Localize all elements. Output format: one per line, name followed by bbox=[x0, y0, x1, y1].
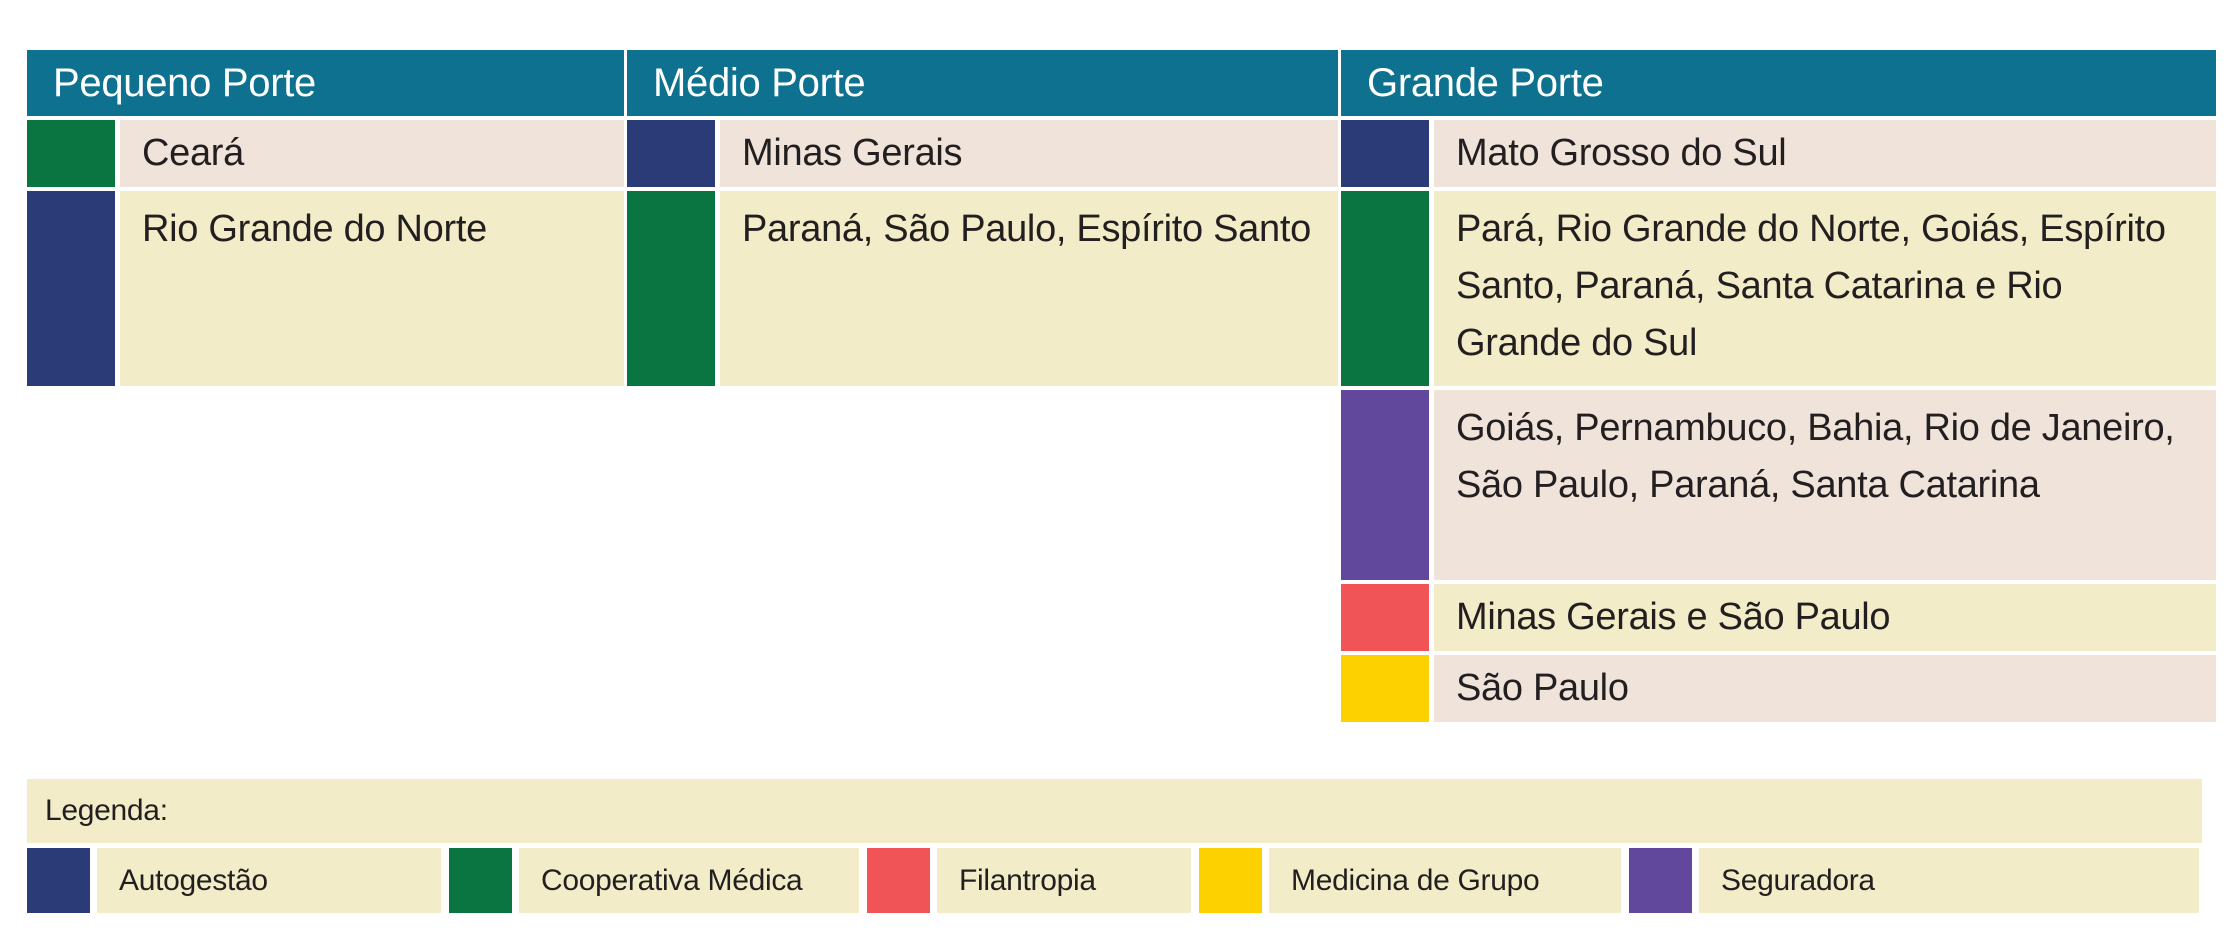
category-color-swatch bbox=[1341, 584, 1429, 651]
category-color-swatch bbox=[1341, 390, 1429, 580]
column-header-pequeno-porte: Pequeno Porte bbox=[27, 50, 624, 116]
legend-label: Medicina de Grupo bbox=[1269, 848, 1621, 913]
legend: Autogestão Cooperativa Médica Filantropi… bbox=[27, 848, 2202, 913]
category-color-swatch bbox=[1341, 120, 1429, 187]
states-cell: Pará, Rio Grande do Norte, Goiás, Espíri… bbox=[1434, 191, 2216, 386]
states-cell: Ceará bbox=[120, 120, 624, 187]
column-grande-porte: Grande Porte Mato Grosso do Sul Pará, Ri… bbox=[1341, 50, 2216, 722]
states-cell: Goiás, Pernambuco, Bahia, Rio de Janeiro… bbox=[1434, 390, 2216, 580]
table-row: Pará, Rio Grande do Norte, Goiás, Espíri… bbox=[1341, 191, 2216, 386]
states-cell: Minas Gerais e São Paulo bbox=[1434, 584, 2216, 651]
states-cell: Mato Grosso do Sul bbox=[1434, 120, 2216, 187]
legend-item: Seguradora bbox=[1629, 848, 2199, 913]
column-pequeno-porte: Pequeno Porte Ceará Rio Grande do Norte bbox=[27, 50, 624, 386]
column-header-medio-porte: Médio Porte bbox=[627, 50, 1338, 116]
category-color-swatch bbox=[1341, 655, 1429, 722]
category-color-swatch bbox=[27, 191, 115, 386]
table-row: Minas Gerais bbox=[627, 120, 1338, 187]
legend-color-swatch bbox=[867, 848, 930, 913]
legend-label: Filantropia bbox=[937, 848, 1191, 913]
legend-color-swatch bbox=[27, 848, 90, 913]
states-cell: São Paulo bbox=[1434, 655, 2216, 722]
legend-item: Filantropia bbox=[867, 848, 1199, 913]
table-row: Rio Grande do Norte bbox=[27, 191, 624, 386]
legend-item: Medicina de Grupo bbox=[1199, 848, 1629, 913]
legend-item: Autogestão bbox=[27, 848, 449, 913]
table-row: Ceará bbox=[27, 120, 624, 187]
legend-label: Autogestão bbox=[97, 848, 441, 913]
table-row: São Paulo bbox=[1341, 655, 2216, 722]
column-header-grande-porte: Grande Porte bbox=[1341, 50, 2216, 116]
category-color-swatch bbox=[1341, 191, 1429, 386]
category-color-swatch bbox=[627, 120, 715, 187]
legend-color-swatch bbox=[1629, 848, 1692, 913]
legend-label: Cooperativa Médica bbox=[519, 848, 859, 913]
legend-label: Seguradora bbox=[1699, 848, 2199, 913]
states-cell: Rio Grande do Norte bbox=[120, 191, 624, 386]
table-row: Goiás, Pernambuco, Bahia, Rio de Janeiro… bbox=[1341, 390, 2216, 580]
states-cell: Minas Gerais bbox=[720, 120, 1338, 187]
table-row: Mato Grosso do Sul bbox=[1341, 120, 2216, 187]
table-row: Minas Gerais e São Paulo bbox=[1341, 584, 2216, 651]
legend-color-swatch bbox=[449, 848, 512, 913]
legend-item: Cooperativa Médica bbox=[449, 848, 867, 913]
table-row: Paraná, São Paulo, Espírito Santo bbox=[627, 191, 1338, 386]
states-cell: Paraná, São Paulo, Espírito Santo bbox=[720, 191, 1338, 386]
category-color-swatch bbox=[27, 120, 115, 187]
category-color-swatch bbox=[627, 191, 715, 386]
legend-color-swatch bbox=[1199, 848, 1262, 913]
column-medio-porte: Médio Porte Minas Gerais Paraná, São Pau… bbox=[627, 50, 1338, 386]
legend-title: Legenda: bbox=[27, 779, 2202, 843]
